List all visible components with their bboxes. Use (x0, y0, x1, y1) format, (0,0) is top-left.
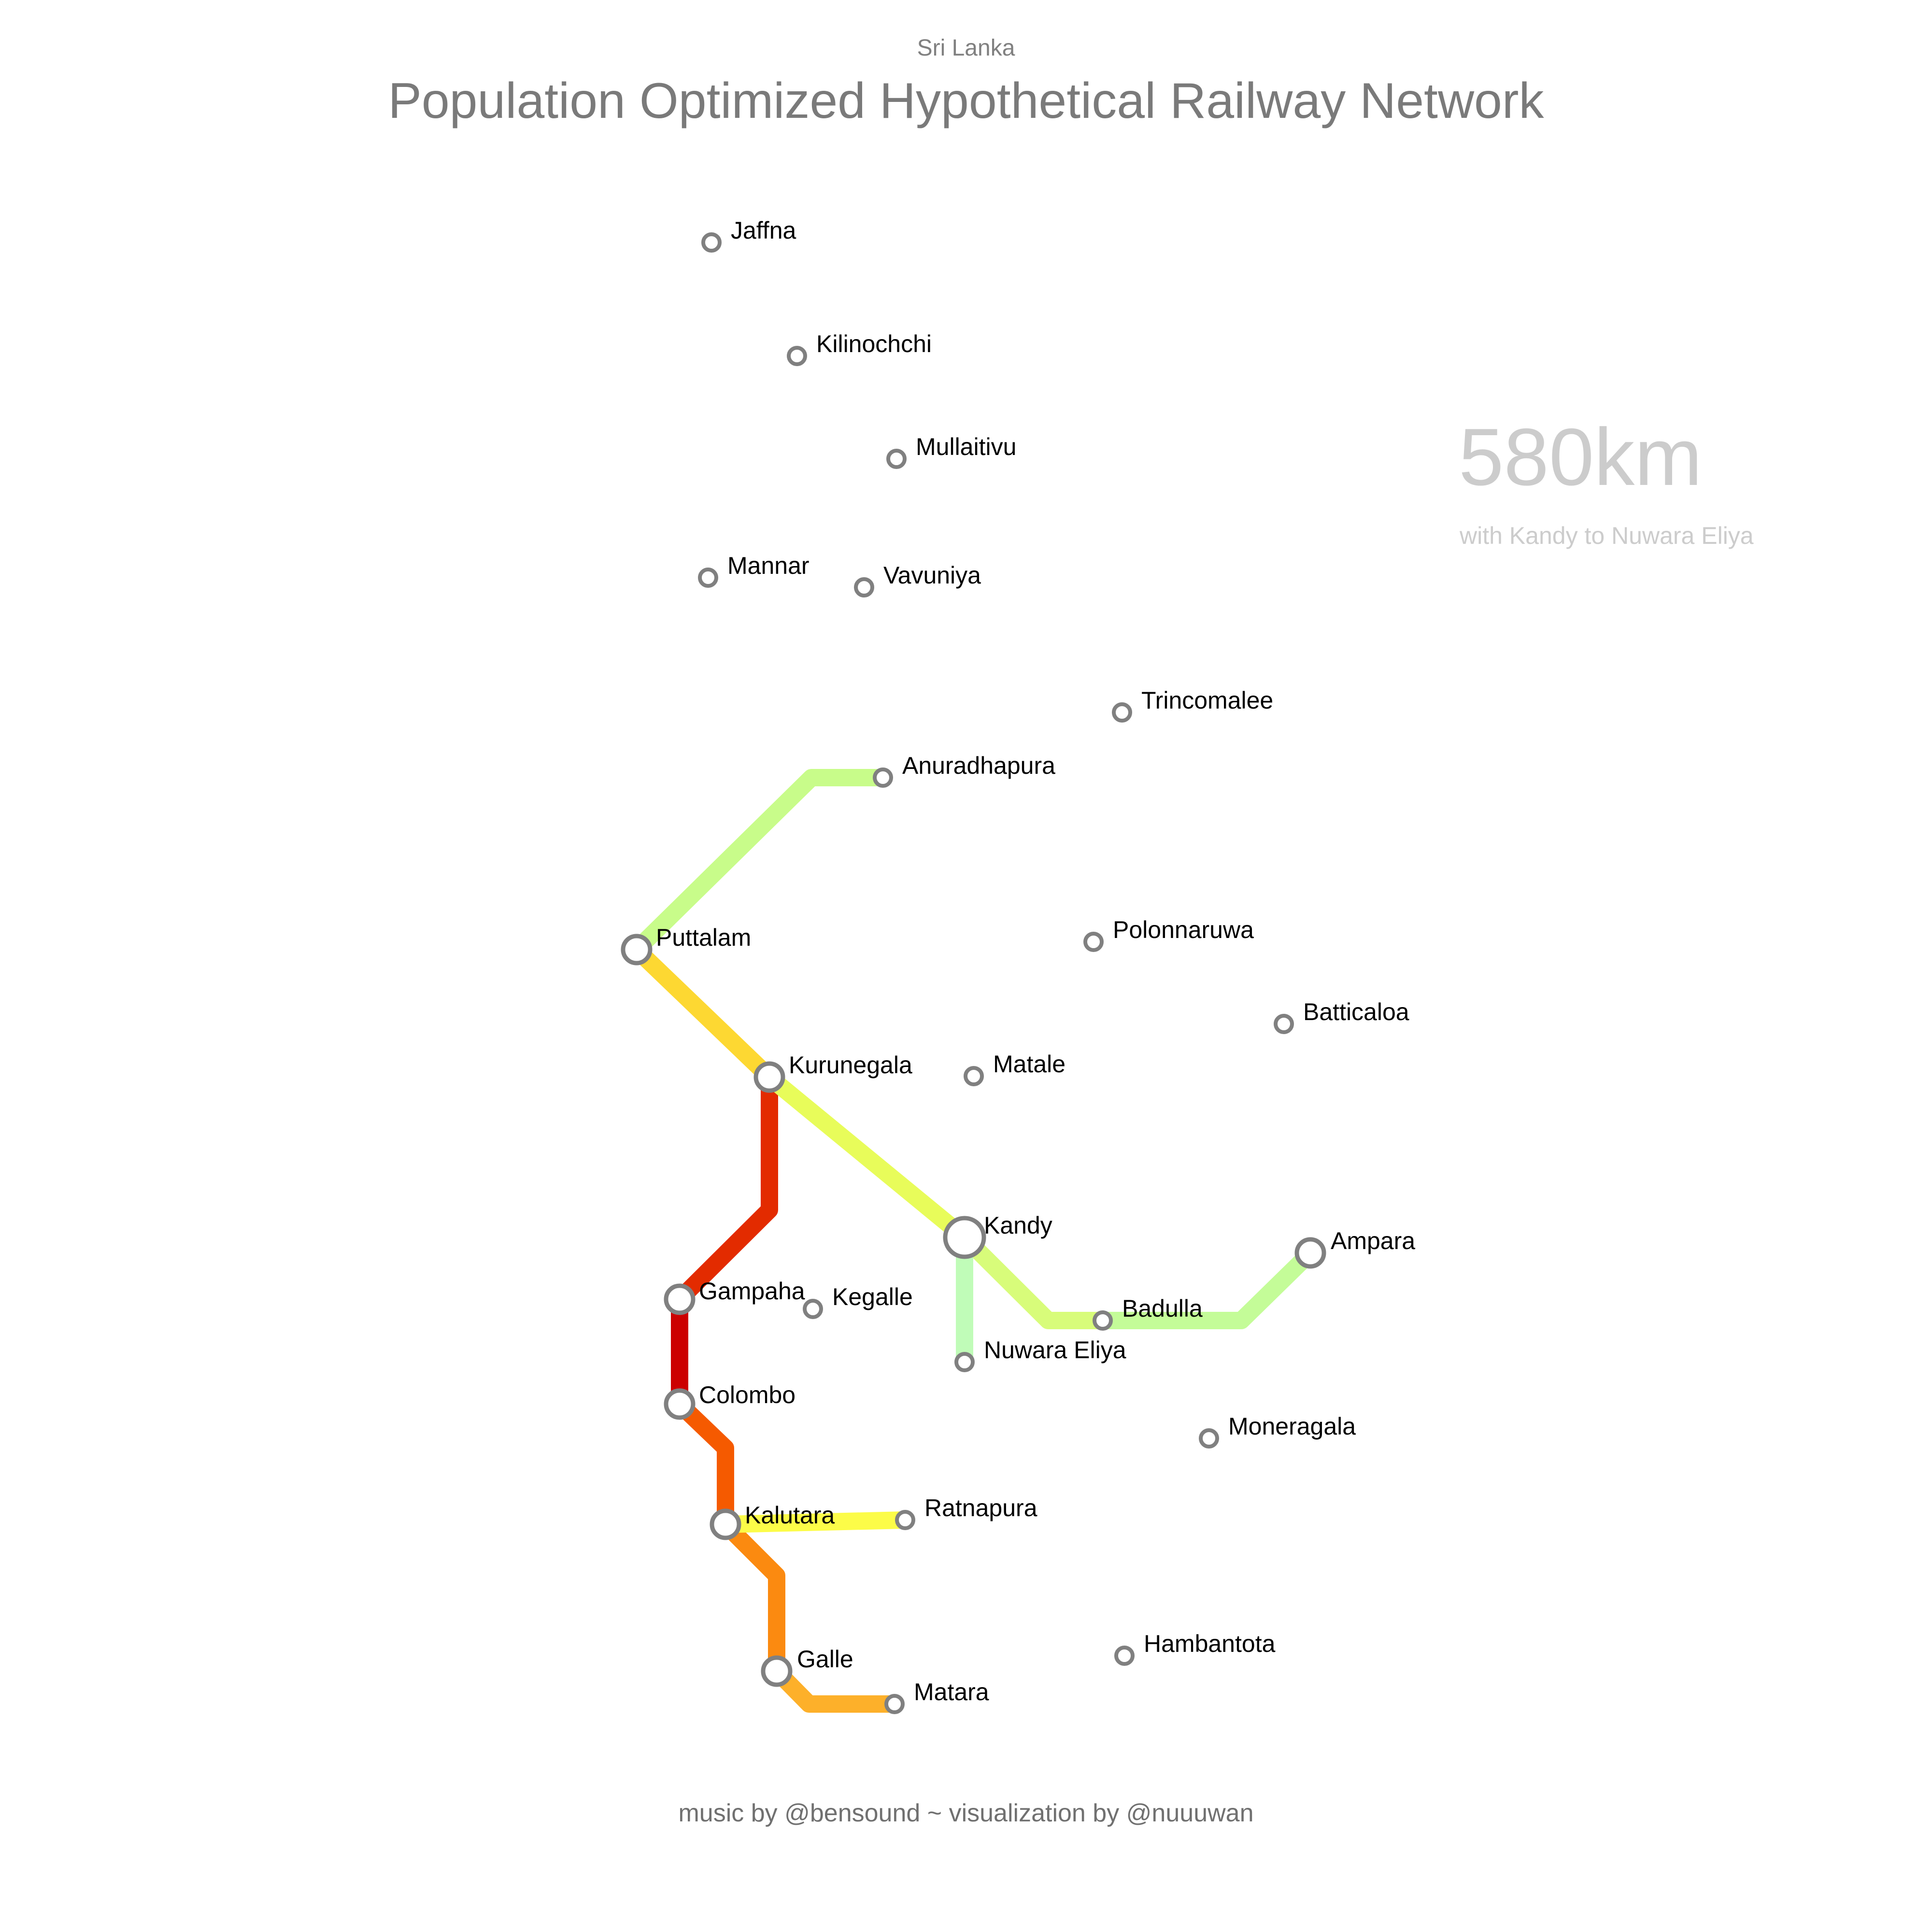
station-kegalle[interactable]: Kegalle (803, 1283, 913, 1319)
station-marker[interactable] (803, 1299, 823, 1319)
station-label: Anuradhapura (902, 752, 1055, 779)
rail-line-kalutara-ratnapura (725, 1511, 906, 1533)
station-puttalam[interactable]: Puttalam (621, 924, 751, 966)
station-marker[interactable] (701, 232, 722, 253)
station-trincomalee[interactable]: Trincomalee (1112, 687, 1273, 723)
station-marker[interactable] (1112, 702, 1132, 723)
station-label: Matale (993, 1051, 1065, 1078)
station-badulla[interactable]: Badulla (1093, 1295, 1203, 1331)
rail-line-gampaha-kurunegala (673, 1077, 778, 1306)
station-hambantota[interactable]: Hambantota (1114, 1630, 1276, 1666)
station-label: Ampara (1331, 1227, 1415, 1254)
station-nuwara-eliya[interactable]: Nuwara Eliya (954, 1336, 1126, 1372)
station-vavuniya[interactable]: Vavuniya (854, 562, 981, 597)
station-marker[interactable] (1294, 1237, 1326, 1269)
station-kandy[interactable]: Kandy (943, 1212, 1052, 1259)
station-ampara[interactable]: Ampara (1294, 1227, 1415, 1269)
station-jaffna[interactable]: Jaffna (701, 217, 796, 253)
station-polonnaruwa[interactable]: Polonnaruwa (1083, 916, 1254, 952)
rail-line-colombo-kalutara (673, 1398, 734, 1524)
station-marker[interactable] (895, 1510, 915, 1530)
station-label: Mullaitivu (916, 433, 1016, 460)
station-label: Ratnapura (924, 1494, 1037, 1521)
station-label: Hambantota (1144, 1630, 1276, 1657)
station-label: Kegalle (832, 1283, 913, 1310)
station-marker[interactable] (954, 1352, 975, 1372)
rail-line-kandy-badulla (958, 1231, 1103, 1329)
station-marker[interactable] (698, 568, 718, 588)
station-marker[interactable] (787, 346, 807, 366)
station-label: Polonnaruwa (1113, 916, 1254, 943)
network-length-note: with Kandy to Nuwara Eliya (1460, 522, 1754, 549)
station-gampaha[interactable]: Gampaha (664, 1278, 805, 1315)
station-label: Gampaha (699, 1278, 805, 1305)
map-subtitle: Sri Lanka (917, 35, 1015, 61)
station-marker[interactable] (873, 767, 893, 788)
station-marker[interactable] (753, 1061, 785, 1093)
station-kilinochchi[interactable]: Kilinochchi (787, 330, 932, 366)
rail-line-kurunegala-kandy (764, 1070, 970, 1244)
rail-line-badulla-ampara (1103, 1247, 1317, 1329)
station-marker[interactable] (884, 1694, 905, 1714)
rail-line-kalutara-galle (719, 1518, 785, 1671)
station-marker[interactable] (664, 1283, 696, 1315)
station-label: Batticaloa (1303, 998, 1409, 1025)
station-label: Kurunegala (789, 1051, 912, 1079)
station-label: Kandy (984, 1212, 1052, 1239)
station-label: Nuwara Eliya (984, 1336, 1126, 1364)
station-marker[interactable] (1114, 1646, 1135, 1666)
station-label: Galle (797, 1646, 853, 1673)
rail-line-puttalam-anuradhapura (630, 769, 883, 956)
station-label: Matara (914, 1678, 989, 1705)
station-label: Vavuniya (883, 562, 981, 589)
station-marker[interactable] (664, 1388, 696, 1420)
station-colombo[interactable]: Colombo (664, 1381, 796, 1420)
station-label: Puttalam (656, 924, 751, 951)
station-anuradhapura[interactable]: Anuradhapura (873, 752, 1055, 788)
station-marker[interactable] (621, 934, 653, 966)
station-moneragala[interactable]: Moneragala (1199, 1413, 1356, 1449)
station-ratnapura[interactable]: Ratnapura (895, 1494, 1037, 1530)
map-title: Population Optimized Hypothetical Railwa… (388, 73, 1544, 129)
station-marker[interactable] (1093, 1310, 1113, 1331)
station-label: Colombo (699, 1381, 796, 1408)
station-marker[interactable] (1083, 932, 1104, 952)
station-label: Kilinochchi (816, 330, 932, 357)
network-length: 580km (1459, 412, 1703, 502)
station-matara[interactable]: Matara (884, 1678, 989, 1714)
station-label: Badulla (1122, 1295, 1203, 1322)
station-label: Moneragala (1228, 1413, 1356, 1440)
rail-line-galle-matara (770, 1665, 895, 1713)
station-marker[interactable] (964, 1066, 984, 1086)
station-kalutara[interactable]: Kalutara (710, 1502, 835, 1540)
station-label: Trincomalee (1141, 687, 1273, 714)
station-marker[interactable] (943, 1216, 986, 1259)
station-batticaloa[interactable]: Batticaloa (1274, 998, 1409, 1034)
station-label: Mannar (727, 552, 810, 579)
station-kurunegala[interactable]: Kurunegala (753, 1051, 912, 1093)
rail-lines (630, 769, 1317, 1713)
station-marker[interactable] (854, 577, 874, 597)
station-galle[interactable]: Galle (761, 1646, 853, 1687)
stations: Jaffna Kilinochchi Mullaitivu Mannar Vavuniy… (621, 217, 1415, 1714)
station-marker[interactable] (710, 1508, 741, 1540)
station-label: Kalutara (745, 1502, 835, 1529)
station-marker[interactable] (761, 1655, 793, 1687)
station-marker[interactable] (886, 449, 907, 469)
station-matale[interactable]: Matale (964, 1051, 1065, 1086)
station-marker[interactable] (1274, 1014, 1294, 1034)
station-mullaitivu[interactable]: Mullaitivu (886, 433, 1016, 469)
station-marker[interactable] (1199, 1428, 1219, 1449)
station-label: Jaffna (731, 217, 796, 244)
station-mannar[interactable]: Mannar (698, 552, 810, 588)
rail-line-kurunegala-puttalam (630, 943, 776, 1083)
credit-footer: music by @bensound ~ visualization by @n… (678, 1799, 1254, 1827)
